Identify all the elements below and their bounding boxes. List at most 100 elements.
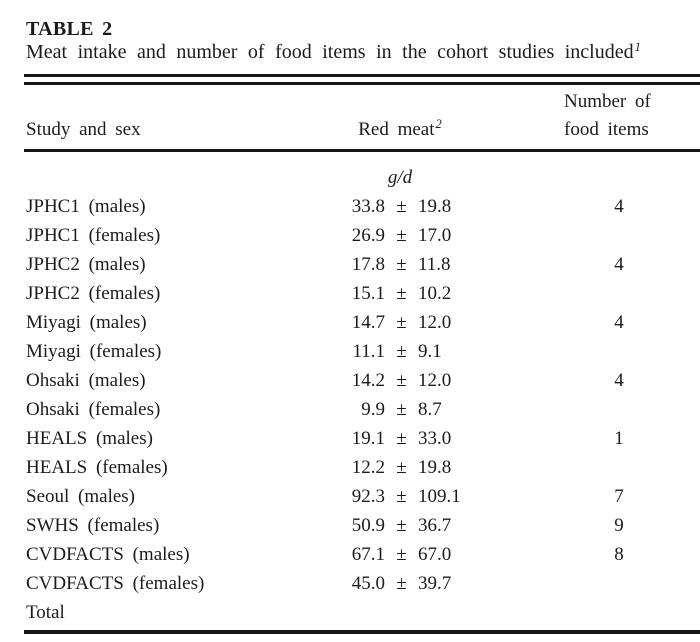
table-row: Miyagi (females) 11.1 ± 9.1 (0, 337, 700, 366)
study-cell: Seoul (males) (26, 486, 136, 507)
table-row: SWHS (females) 50.9 ± 36.7 9 (0, 511, 700, 540)
red-meat-cell: 14.7 ± 12.0 (310, 308, 490, 337)
sd-value: 10.2 (418, 283, 452, 304)
plus-minus-sign: ± (396, 515, 407, 536)
sd-value: 8.7 (418, 399, 442, 420)
table-title-text: Meat intake and number of food items in … (26, 41, 634, 63)
plus-minus-sign: ± (396, 399, 407, 420)
food-items-cell: 7 (614, 486, 624, 507)
sd-value: 36.7 (418, 515, 452, 536)
plus-minus-sign: ± (396, 428, 407, 449)
study-cell: JPHC2 (males) (26, 254, 146, 275)
red-meat-cell: 15.1 ± 10.2 (310, 279, 490, 308)
mean-value (310, 598, 385, 627)
table-body: g/d JPHC1 (males) 33.8 ± 19.8 4 JPHC1 (f… (0, 163, 700, 627)
food-items-cell (565, 395, 673, 424)
unit-row: g/d (0, 163, 700, 192)
sd-value: 109.1 (418, 486, 461, 507)
food-items-cell: 8 (614, 544, 624, 565)
plus-minus-sign (385, 598, 418, 627)
plus-minus-sign: ± (396, 573, 407, 594)
study-cell: CVDFACTS (females) (26, 573, 205, 594)
col-header-food-items-line1: Number of (564, 91, 651, 112)
plus-minus-sign: ± (396, 312, 407, 333)
plus-minus-sign: ± (396, 225, 407, 246)
sd-value: 33.0 (418, 428, 452, 449)
table-row: Ohsaki (males) 14.2 ± 12.0 4 (0, 366, 700, 395)
mean-value: 12.2 (351, 457, 385, 478)
food-items-cell: 4 (614, 196, 624, 217)
food-items-cell (565, 569, 673, 598)
plus-minus-sign: ± (396, 370, 407, 391)
food-items-cell: 4 (614, 312, 624, 333)
red-meat-cell: 9.9 ± 8.7 (310, 395, 490, 424)
red-meat-cell: 67.1 ± 67.0 (310, 540, 490, 569)
study-cell: Ohsaki (males) (26, 370, 146, 391)
study-cell: Total (26, 602, 65, 623)
sd-value: 67.0 (418, 544, 452, 565)
table-row: JPHC2 (males) 17.8 ± 11.8 4 (0, 250, 700, 279)
table-label: TABLE 2 (26, 18, 113, 40)
col-header-study-and-sex: Study and sex (26, 119, 141, 140)
plus-minus-sign: ± (396, 544, 407, 565)
title-footnote-marker: 1 (634, 40, 641, 54)
sd-value: 19.8 (418, 196, 452, 217)
header-rule (24, 149, 700, 152)
mean-value: 14.7 (351, 312, 385, 333)
bottom-rule (24, 630, 700, 634)
plus-minus-sign: ± (396, 457, 407, 478)
red-meat-cell: 92.3 ± 109.1 (310, 482, 490, 511)
mean-value: 67.1 (351, 544, 385, 565)
study-cell: JPHC1 (females) (26, 225, 161, 246)
mean-value: 9.9 (361, 399, 385, 420)
study-cell: JPHC1 (males) (26, 196, 146, 217)
food-items-cell (565, 598, 673, 627)
mean-value: 33.8 (351, 196, 385, 217)
top-double-rule (24, 74, 700, 85)
mean-value: 14.2 (351, 370, 385, 391)
red-meat-cell: 17.8 ± 11.8 (310, 250, 490, 279)
food-items-cell: 4 (614, 254, 624, 275)
red-meat-cell: 19.1 ± 33.0 (310, 424, 490, 453)
table-row-total: Total (0, 598, 700, 627)
red-meat-cell: 50.9 ± 36.7 (310, 511, 490, 540)
col-header-food-items-line2: food items (564, 119, 649, 140)
sd-value: 12.0 (418, 370, 452, 391)
table-row: CVDFACTS (females) 45.0 ± 39.7 (0, 569, 700, 598)
study-cell: SWHS (females) (26, 515, 160, 536)
red-meat-cell: 11.1 ± 9.1 (310, 337, 490, 366)
table-row: JPHC2 (females) 15.1 ± 10.2 (0, 279, 700, 308)
table-row: Miyagi (males) 14.7 ± 12.0 4 (0, 308, 700, 337)
sd-value: 12.0 (418, 312, 452, 333)
sd-value: 9.1 (418, 341, 442, 362)
study-cell: Miyagi (males) (26, 312, 147, 333)
study-cell: Ohsaki (females) (26, 399, 161, 420)
food-items-cell (565, 453, 673, 482)
table-row: HEALS (females) 12.2 ± 19.8 (0, 453, 700, 482)
mean-value: 15.1 (351, 283, 385, 304)
study-cell: HEALS (females) (26, 457, 168, 478)
red-meat-cell: 12.2 ± 19.8 (310, 453, 490, 482)
table-row: JPHC1 (females) 26.9 ± 17.0 (0, 221, 700, 250)
mean-value: 19.1 (351, 428, 385, 449)
study-cell: Miyagi (females) (26, 341, 162, 362)
mean-value: 26.9 (351, 225, 385, 246)
plus-minus-sign: ± (396, 283, 407, 304)
unit-label: g/d (387, 167, 413, 188)
food-items-cell (565, 279, 673, 308)
table-title: Meat intake and number of food items in … (26, 40, 641, 64)
food-items-cell: 1 (614, 428, 624, 449)
sd-value: 11.8 (418, 254, 451, 275)
mean-value: 45.0 (351, 573, 385, 594)
mean-value: 92.3 (351, 486, 385, 507)
red-meat-cell: 45.0 ± 39.7 (310, 569, 490, 598)
sd-value: 19.8 (418, 457, 452, 478)
mean-value: 11.1 (352, 341, 385, 362)
plus-minus-sign: ± (396, 254, 407, 275)
plus-minus-sign: ± (396, 486, 407, 507)
red-meat-cell: 14.2 ± 12.0 (310, 366, 490, 395)
red-meat-cell (310, 598, 490, 627)
col-header-red-meat: Red meat2 (310, 117, 490, 143)
mean-value: 17.8 (351, 254, 385, 275)
